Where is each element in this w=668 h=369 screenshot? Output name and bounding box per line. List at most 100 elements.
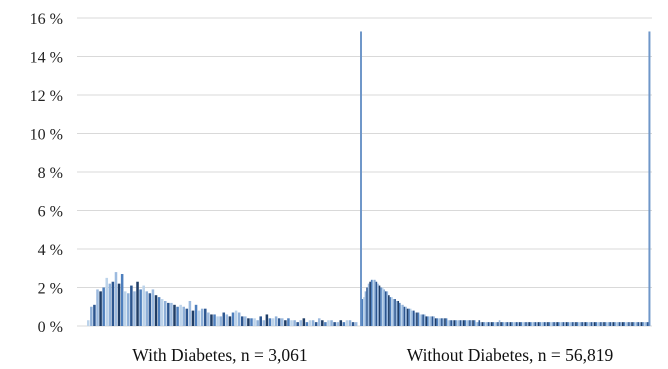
bar [403,306,406,326]
bar [508,322,510,326]
bar [447,320,449,326]
bar [207,312,210,326]
bar [448,320,451,326]
y-tick-label: 0 % [38,319,63,336]
bar [437,318,440,326]
bar [314,322,318,326]
bar [330,320,333,326]
bar [431,316,434,327]
bar [436,318,438,326]
bar [299,320,303,326]
bar [271,318,275,326]
bar [231,312,235,326]
bar [136,281,139,326]
bar [284,320,287,326]
bar [302,318,306,326]
bar [533,322,535,326]
bar [148,293,152,326]
bar [345,320,349,326]
bar [442,318,445,326]
bar [570,322,573,326]
bar [333,322,336,326]
bar [311,320,315,326]
bar [222,312,226,326]
bar [151,289,155,326]
bar [397,300,400,326]
bar [603,322,605,326]
bar [467,320,470,326]
bar [562,322,565,326]
bar [531,322,534,326]
bar [480,322,482,326]
bar [646,322,649,326]
bar [244,316,247,327]
bar [582,322,585,326]
bar [611,322,613,326]
bar [487,322,490,326]
bar [642,322,644,326]
bar [277,318,281,326]
bar [139,289,142,326]
bar [179,304,182,326]
bar [564,322,566,326]
bar [621,322,624,326]
bar [637,322,640,326]
bar [422,314,424,326]
bar [537,322,540,326]
bar [324,322,327,326]
bar [550,322,552,326]
bar [400,304,403,326]
y-tick-label: 8 % [38,165,63,182]
bar [461,320,463,326]
bar [581,322,583,326]
bar [413,310,415,326]
bar [606,322,608,326]
bar [483,322,485,326]
bar [93,304,96,326]
bar [197,310,201,326]
bar [553,322,555,326]
bar [96,289,99,326]
bar [596,322,599,326]
bar [470,320,473,326]
bar [481,322,484,326]
bar [191,310,195,326]
bar [554,322,557,326]
bar [167,302,170,326]
bar [512,322,515,326]
bar [643,322,646,326]
bar [90,306,93,326]
bar [200,308,204,326]
bar [268,318,272,326]
bar [464,320,467,326]
bar [185,308,189,326]
bar [228,316,232,327]
bar [327,320,330,326]
gridlines [77,17,652,327]
bar [503,322,506,326]
bar [511,322,513,326]
bar [366,287,368,326]
bar [528,322,530,326]
bar [409,308,412,326]
bar [351,322,355,326]
bar [430,316,432,327]
bar [419,314,421,326]
bar [339,320,343,326]
bar [423,314,426,326]
bar [361,299,364,326]
bar [573,322,576,326]
bar [595,322,598,326]
bar [374,279,376,326]
bar [414,312,417,326]
bar [547,322,549,326]
bar [515,322,518,326]
bar [157,297,161,327]
bar [572,322,574,326]
bar [620,322,622,326]
bar [420,314,423,326]
bar [108,283,112,326]
bar [612,322,615,326]
bar [87,320,90,326]
bar [456,320,459,326]
